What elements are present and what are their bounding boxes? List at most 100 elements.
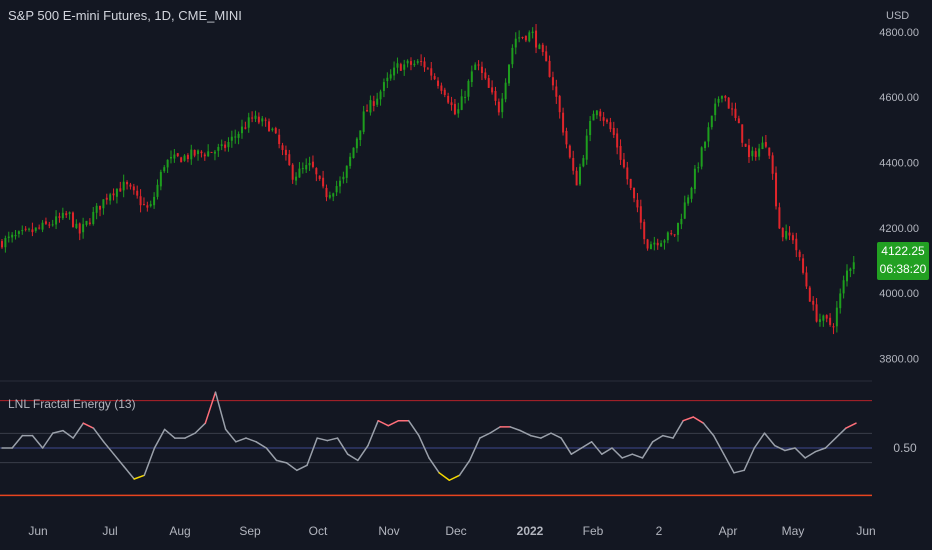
fractal-energy-segment (31, 434, 44, 449)
candle-body (778, 207, 781, 229)
fractal-energy-segment (468, 437, 481, 462)
candle-body (751, 150, 754, 157)
fractal-energy-segment (143, 447, 156, 477)
candle-body (680, 218, 683, 225)
candle-body (464, 96, 467, 98)
fractal-energy-segment (184, 432, 196, 439)
candle-body (257, 116, 260, 123)
time-axis: Jun Jul Aug Sep Oct Nov Dec 2022 Feb 2 Apr May Jun (28, 524, 875, 538)
candle-body (724, 96, 727, 98)
candle-body (818, 319, 821, 323)
fractal-energy-segment (743, 447, 756, 472)
candle-body (731, 108, 734, 110)
fractal-energy-segment (377, 419, 390, 427)
fe-level-label: 0.50 (893, 441, 917, 455)
candle-body (511, 47, 514, 65)
candle-body (352, 147, 355, 158)
candle-body (842, 280, 845, 294)
candle-body (693, 168, 696, 190)
candle-body (146, 205, 149, 208)
last-price: 4122.25 (881, 244, 925, 258)
candle-body (68, 212, 71, 214)
candle-body (105, 197, 108, 200)
candle-body (660, 243, 663, 247)
fractal-energy-segment (662, 434, 674, 439)
candle-body (457, 109, 460, 114)
candle-body (592, 113, 595, 121)
candle-body (268, 121, 271, 132)
fractal-energy-segment (214, 391, 227, 431)
candle-body (474, 64, 477, 70)
fractal-energy-segment (489, 426, 501, 434)
candle-body (846, 270, 848, 282)
candle-body (707, 127, 710, 142)
candle-body (254, 115, 257, 119)
candle-body (11, 234, 14, 238)
candle-body (200, 151, 203, 154)
candle-body (332, 193, 335, 197)
candle-body (129, 184, 132, 187)
fractal-energy-segment (123, 465, 135, 480)
candle-body (636, 199, 639, 208)
candle-body (305, 165, 308, 170)
candle-body (355, 138, 358, 149)
fractal-energy-segment (153, 428, 166, 449)
fractal-energy-segment (814, 447, 827, 453)
fractal-energy-segment (763, 432, 776, 447)
fractal-energy-segment (346, 453, 359, 462)
fractal-energy-segment (265, 447, 278, 462)
candle-body (572, 157, 575, 171)
candle-body (85, 220, 88, 225)
candle-body (491, 87, 494, 93)
candle-body (24, 228, 27, 230)
candle-body (359, 130, 362, 141)
candle-body (88, 222, 91, 224)
fractal-energy-segment (306, 437, 318, 467)
candle-body (237, 133, 240, 138)
candle-body (173, 154, 176, 159)
fractal-energy-segment (367, 419, 379, 447)
candle-body (413, 63, 416, 66)
candle-body (585, 135, 588, 160)
candle-body (78, 223, 81, 234)
fractal-energy-segment (418, 434, 430, 459)
candle-body (508, 64, 510, 84)
candle-body (609, 122, 612, 130)
candle-body (426, 68, 429, 70)
time-tick-label: Nov (378, 524, 399, 538)
candle-body (65, 213, 68, 216)
candle-body (815, 304, 818, 322)
candle-body (653, 242, 656, 245)
candle-body (798, 251, 801, 258)
candle-body (470, 71, 473, 83)
candle-body (467, 81, 470, 97)
candle-body (832, 326, 835, 328)
candle-body (420, 61, 423, 63)
time-tick-label: 2 (656, 524, 663, 538)
candle-body (142, 204, 145, 206)
fractal-energy-segment (204, 391, 217, 424)
candle-body (626, 167, 629, 180)
candle-body (288, 154, 291, 166)
currency-label: USD (886, 10, 910, 22)
candle-body (119, 188, 122, 192)
candle-body (764, 142, 767, 147)
candle-body (443, 89, 446, 95)
time-tick-label: Jun (856, 524, 875, 538)
candle-body (136, 190, 139, 196)
candle-body (38, 227, 41, 229)
fractal-energy-segment (550, 432, 562, 439)
candle-body (345, 165, 348, 178)
candle-body (376, 98, 379, 105)
candle-body (386, 77, 389, 82)
candle-body (643, 221, 646, 240)
fractal-energy-segment (92, 427, 105, 443)
candle-body (524, 36, 527, 41)
candle-body (234, 136, 237, 138)
fractal-energy-segment (804, 450, 817, 459)
fractal-energy-segment (11, 434, 24, 449)
candle-body (406, 60, 409, 64)
candle-body (197, 150, 200, 155)
time-tick-label: Sep (239, 524, 261, 538)
